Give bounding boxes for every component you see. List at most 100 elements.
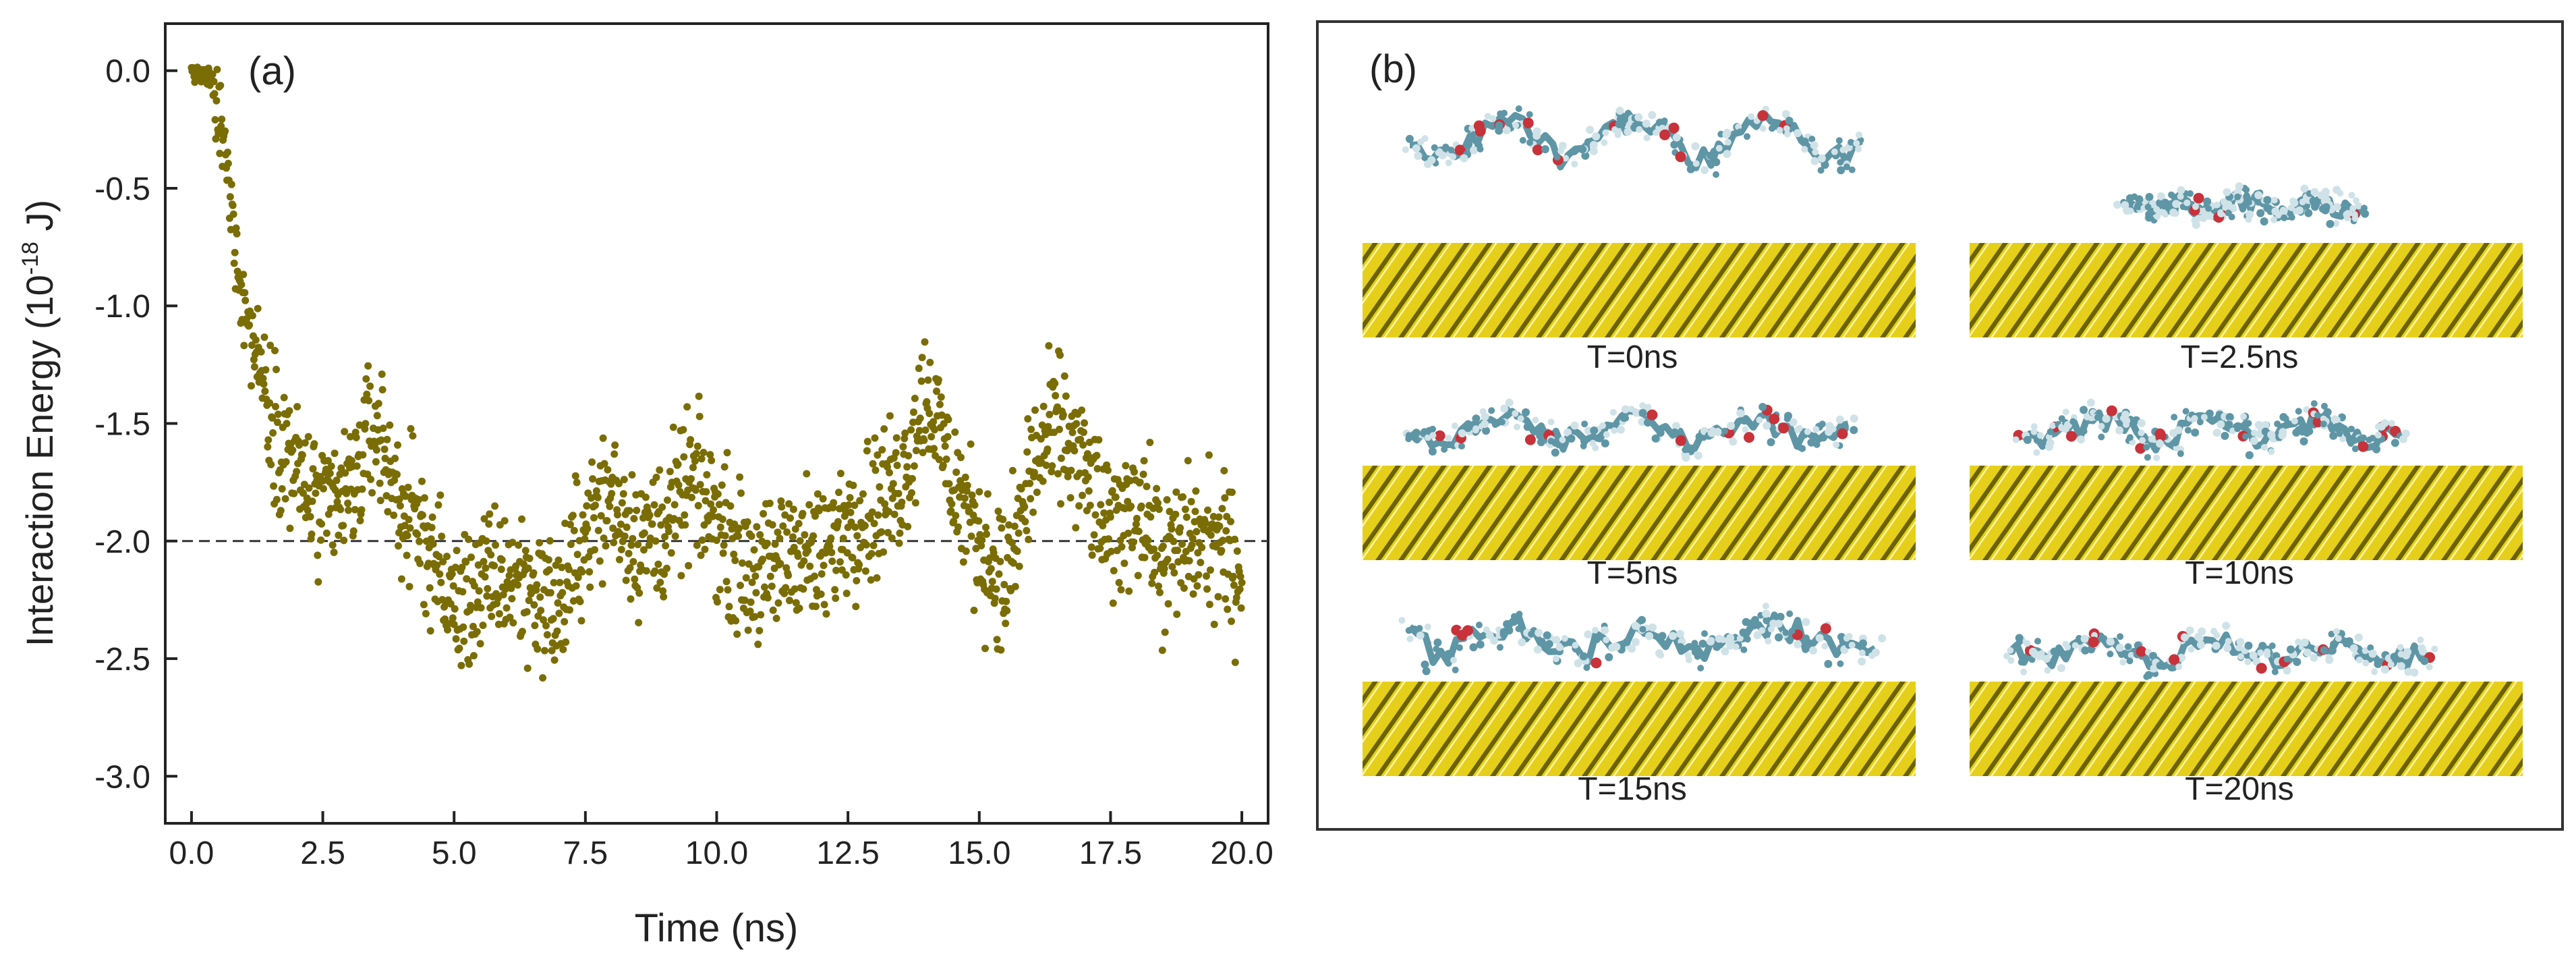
polymer-atom xyxy=(2291,418,2298,424)
data-point xyxy=(1147,513,1155,521)
data-point xyxy=(820,601,828,609)
data-point xyxy=(290,489,298,497)
polymer-atom xyxy=(2191,415,2198,422)
polymer-atom xyxy=(1713,171,1719,178)
polymer-atom xyxy=(1724,138,1731,146)
data-point xyxy=(362,420,370,428)
data-point xyxy=(227,180,235,188)
data-point xyxy=(1153,551,1161,559)
data-point xyxy=(1014,529,1023,537)
polymer-atom xyxy=(2020,668,2028,676)
data-point xyxy=(832,595,840,602)
data-point xyxy=(1224,605,1232,613)
data-point xyxy=(885,507,892,516)
data-point xyxy=(870,520,878,528)
polymer-atom xyxy=(1843,163,1850,171)
data-point xyxy=(625,507,633,515)
data-point xyxy=(569,512,577,520)
data-point xyxy=(735,532,743,540)
polymer-atom xyxy=(1739,628,1748,637)
polymer-atom xyxy=(1561,635,1568,642)
polymer-atom xyxy=(1477,145,1484,153)
polymer-atom xyxy=(2012,436,2020,443)
data-point xyxy=(420,494,428,502)
data-point xyxy=(826,543,834,551)
polymer-atom xyxy=(1729,437,1738,446)
polymer-atom xyxy=(1670,429,1679,437)
polymer-atom xyxy=(1533,127,1541,136)
data-point xyxy=(618,499,626,507)
polymer-atom xyxy=(2183,199,2191,207)
data-point xyxy=(1081,419,1088,427)
data-point xyxy=(459,623,467,631)
polymer-atom xyxy=(1783,125,1790,132)
polymer-atom xyxy=(2080,406,2088,414)
data-point xyxy=(610,450,619,458)
polymer-atom xyxy=(1452,666,1459,673)
data-point xyxy=(1023,526,1031,534)
data-point xyxy=(583,524,592,532)
polymer-atom xyxy=(1643,134,1651,142)
polymer-atom xyxy=(2283,666,2291,675)
polymer-atom xyxy=(2135,195,2144,204)
data-point xyxy=(995,570,1003,578)
polymer-atom xyxy=(2171,438,2179,447)
data-point xyxy=(1215,513,1223,521)
data-point xyxy=(314,551,322,559)
data-point xyxy=(349,527,357,535)
polymer-atom xyxy=(2192,203,2199,211)
polymer-atom xyxy=(2431,645,2438,653)
polymer-atom xyxy=(2349,204,2357,212)
polymer-atom xyxy=(2260,217,2268,226)
polymer-atom xyxy=(2187,190,2194,197)
data-point xyxy=(851,501,859,510)
polymer-atom xyxy=(1835,415,1844,424)
polymer-atom xyxy=(1789,418,1798,427)
data-point xyxy=(623,523,631,531)
data-point xyxy=(264,436,273,444)
data-point xyxy=(998,524,1006,532)
data-point xyxy=(545,566,553,574)
polymer-atom xyxy=(2134,202,2143,211)
data-point xyxy=(390,512,398,519)
data-point xyxy=(950,518,958,526)
data-point xyxy=(628,471,636,479)
data-point xyxy=(843,549,851,557)
polymer-atom xyxy=(2243,186,2250,194)
polymer-atom xyxy=(1603,636,1610,644)
substrate-slab xyxy=(1970,243,2523,337)
data-point xyxy=(600,534,608,542)
data-point xyxy=(438,532,446,541)
data-point xyxy=(780,590,789,597)
data-point xyxy=(790,543,798,551)
data-point xyxy=(341,428,349,436)
polymer-atom xyxy=(1433,645,1440,653)
data-point xyxy=(851,523,859,531)
data-point xyxy=(886,412,894,420)
data-point xyxy=(221,127,229,135)
data-point xyxy=(353,462,361,470)
data-point xyxy=(785,500,793,508)
polymer-atom xyxy=(2225,420,2233,429)
data-point xyxy=(1232,594,1240,601)
polymer-atom xyxy=(1464,424,1472,433)
polymer-atom xyxy=(1519,137,1526,144)
polymer-chain xyxy=(1398,603,1887,676)
data-point xyxy=(391,476,399,485)
polymer-atom xyxy=(1603,431,1610,438)
polymer-atom xyxy=(1589,147,1598,155)
data-point xyxy=(725,603,733,611)
polymer-atom xyxy=(1605,653,1613,661)
polymer-atom xyxy=(1551,448,1559,457)
data-point xyxy=(396,502,404,510)
data-point xyxy=(1084,473,1092,481)
data-point xyxy=(1172,488,1180,496)
y-tick-label: -1.0 xyxy=(94,289,150,325)
data-point xyxy=(367,475,375,483)
polymer-atom xyxy=(1713,428,1722,436)
polymer-atom xyxy=(1631,638,1640,646)
data-point xyxy=(961,494,969,502)
data-point xyxy=(1163,496,1171,504)
polymer-atom xyxy=(1669,632,1677,640)
polymer-atom xyxy=(1611,126,1618,133)
